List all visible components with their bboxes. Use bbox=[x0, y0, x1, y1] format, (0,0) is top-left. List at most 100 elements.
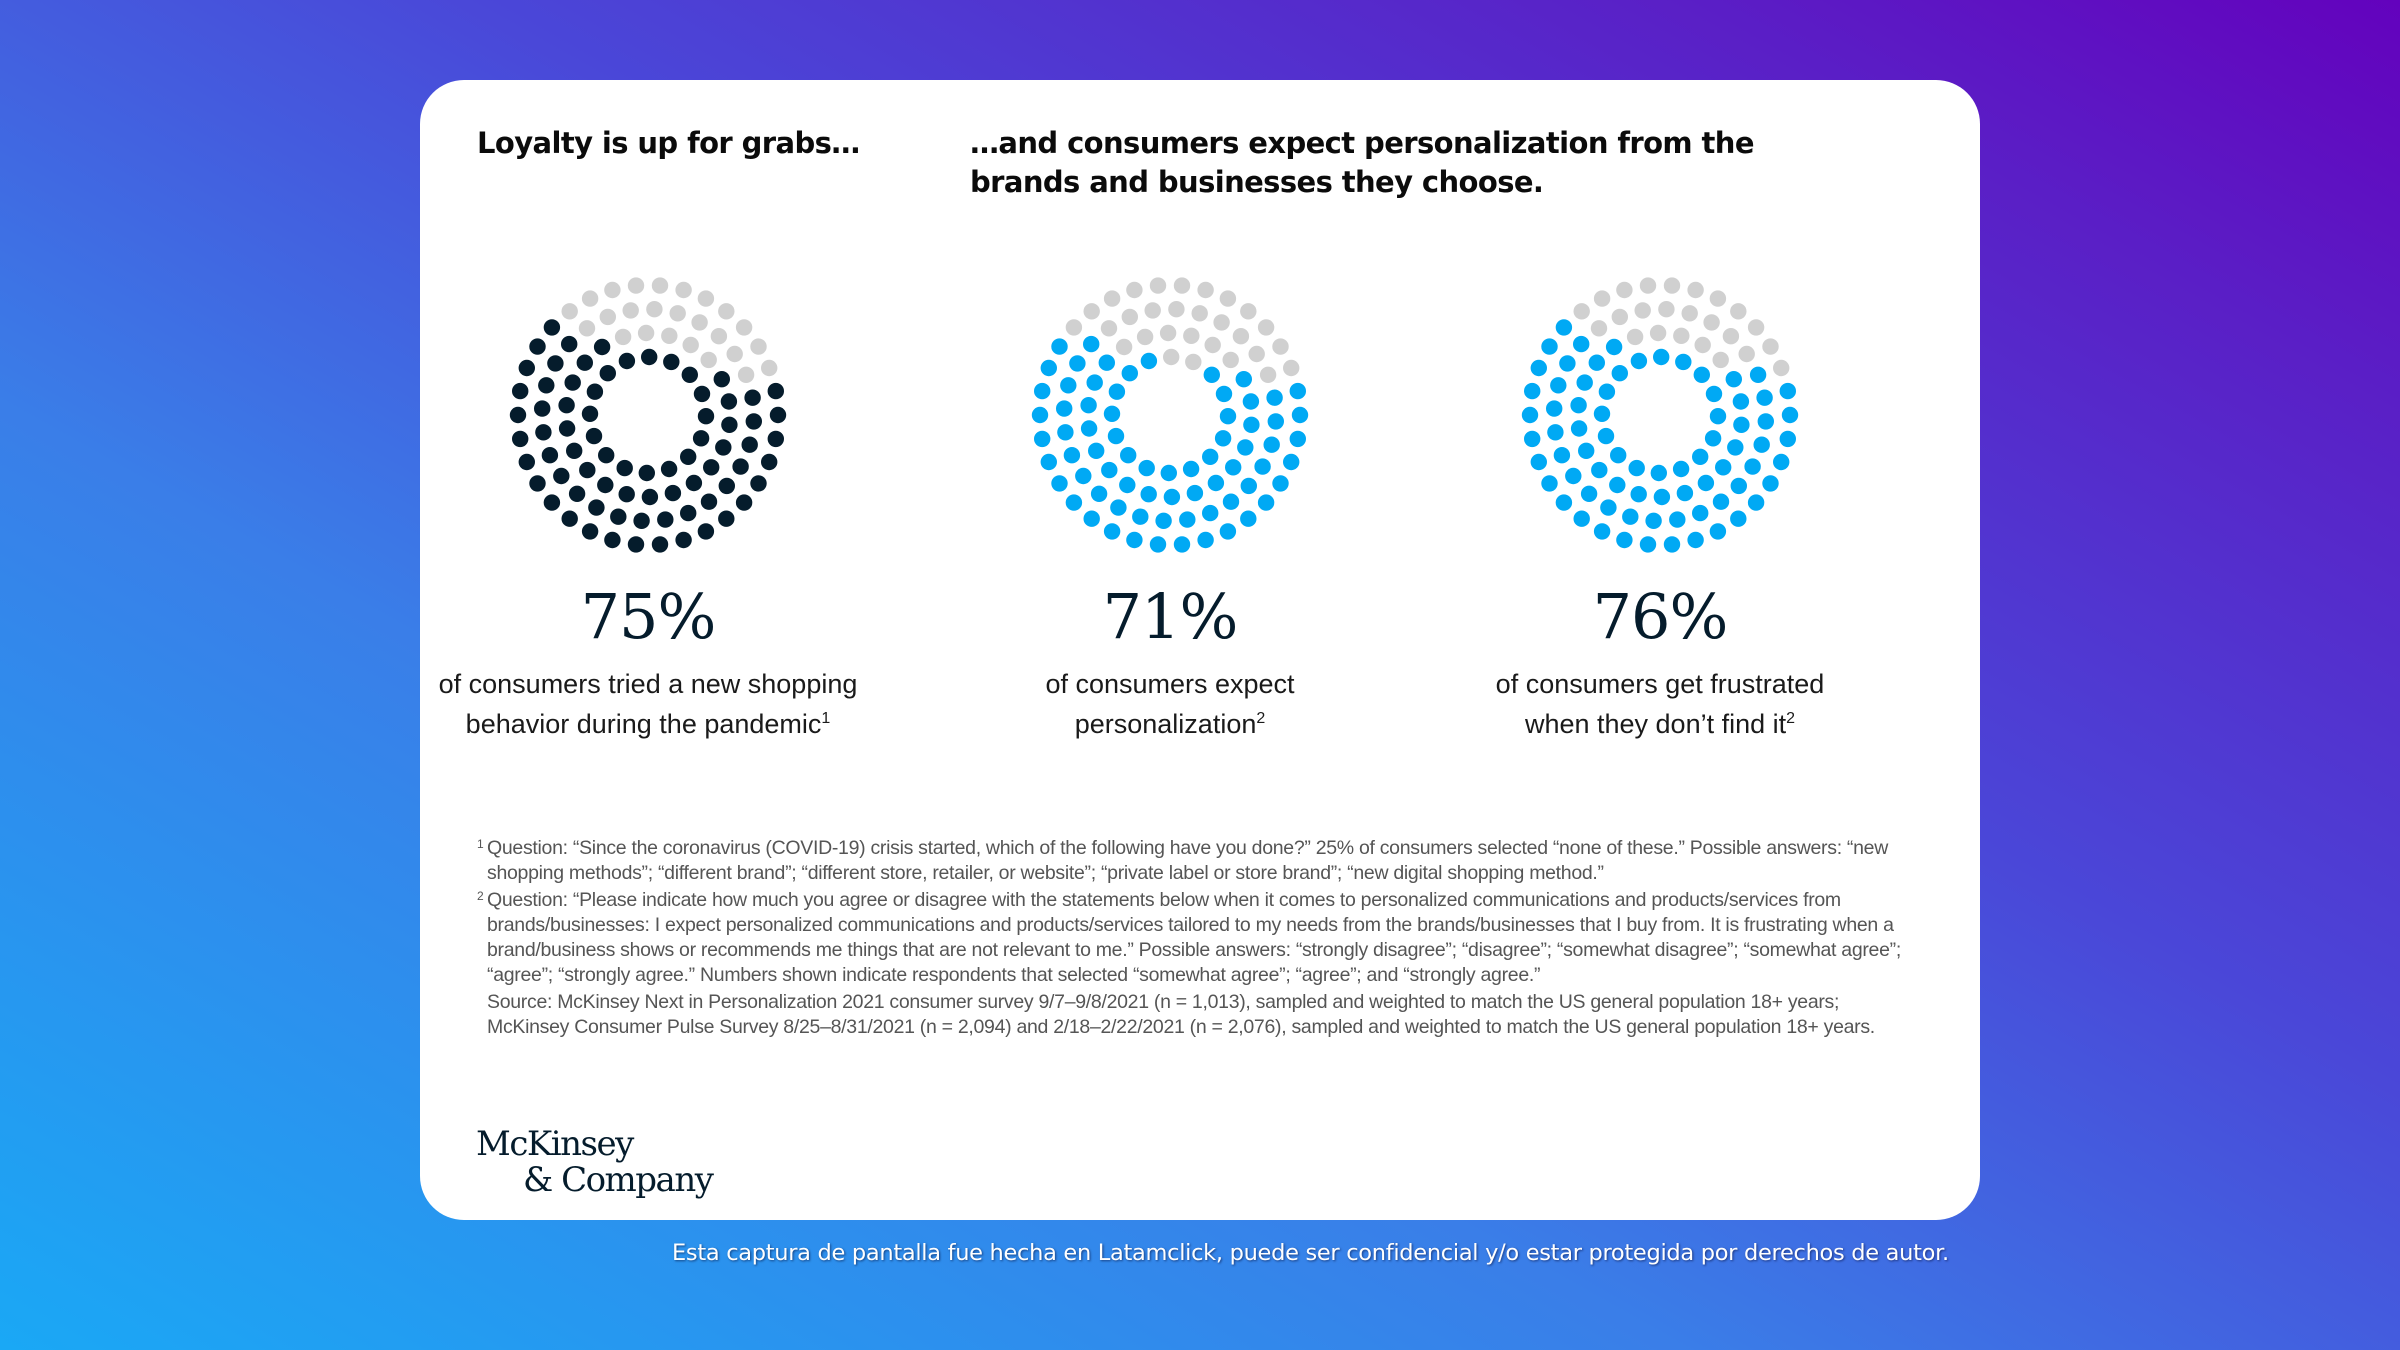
filled-dot bbox=[1650, 464, 1667, 482]
filled-dot bbox=[1756, 389, 1773, 406]
filled-dot bbox=[675, 531, 692, 549]
filled-dot bbox=[1705, 385, 1723, 403]
empty-dot bbox=[1663, 277, 1681, 294]
empty-dot bbox=[1634, 302, 1651, 319]
filled-dot bbox=[1521, 406, 1539, 424]
empty-dot bbox=[661, 327, 678, 344]
filled-dot bbox=[1530, 453, 1547, 471]
filled-dot bbox=[741, 436, 758, 453]
stat-shopping-behavior: 75% of consumers tried a new shopping be… bbox=[428, 270, 868, 744]
filled-dot bbox=[1215, 385, 1233, 403]
filled-dot bbox=[1675, 353, 1692, 371]
footnote-2: 2 Question: “Please indicate how much yo… bbox=[477, 888, 1917, 988]
filled-dot bbox=[1610, 447, 1627, 464]
empty-dot bbox=[646, 301, 663, 318]
filled-dot bbox=[1214, 430, 1232, 447]
filled-dot bbox=[1555, 319, 1573, 336]
filled-dot bbox=[553, 467, 570, 485]
filled-dot bbox=[1083, 335, 1100, 353]
filled-dot bbox=[1080, 397, 1097, 414]
filled-dot bbox=[1687, 531, 1704, 549]
filled-dot bbox=[761, 453, 778, 471]
empty-dot bbox=[1065, 319, 1083, 336]
footnote-mark: 1 bbox=[477, 837, 484, 851]
filled-dot bbox=[1597, 427, 1615, 445]
filled-dot bbox=[1056, 400, 1073, 417]
filled-dot bbox=[1088, 442, 1105, 459]
empty-dot bbox=[1136, 328, 1154, 346]
filled-dot bbox=[1083, 510, 1100, 527]
filled-dot bbox=[1712, 493, 1730, 510]
filled-dot bbox=[767, 382, 784, 400]
filled-dot bbox=[1040, 453, 1057, 471]
filled-dot bbox=[1289, 430, 1306, 448]
filled-dot bbox=[685, 474, 703, 492]
filled-dot bbox=[1040, 359, 1057, 377]
filled-dot bbox=[610, 508, 627, 525]
filled-dot bbox=[1609, 476, 1626, 494]
filled-dot bbox=[1126, 531, 1143, 549]
filled-dot bbox=[1254, 458, 1271, 475]
filled-dot bbox=[1593, 523, 1611, 540]
filled-dot bbox=[1550, 377, 1567, 394]
filled-dot bbox=[1219, 408, 1237, 425]
filled-dot bbox=[1075, 467, 1092, 485]
filled-dot bbox=[1140, 352, 1158, 370]
filled-dot bbox=[1272, 475, 1289, 492]
filled-dot bbox=[1086, 374, 1103, 391]
filled-dot bbox=[616, 459, 633, 477]
footnote-mark: 2 bbox=[477, 889, 484, 903]
empty-dot bbox=[627, 277, 645, 294]
empty-dot bbox=[1272, 338, 1289, 355]
filled-dot bbox=[1588, 354, 1605, 371]
filled-dot bbox=[700, 493, 718, 510]
empty-dot bbox=[1712, 351, 1729, 369]
empty-dot bbox=[761, 359, 778, 377]
stat-percentage: 76% bbox=[1592, 580, 1729, 653]
filled-dot bbox=[1103, 405, 1121, 422]
empty-dot bbox=[1626, 328, 1644, 346]
filled-dot bbox=[1727, 439, 1744, 456]
empty-dot bbox=[1197, 281, 1214, 299]
stat-expect-personalization: 71% of consumers expect personalization2 bbox=[950, 270, 1390, 744]
filled-dot bbox=[1616, 531, 1633, 549]
filled-dot bbox=[579, 461, 596, 479]
empty-dot bbox=[1730, 303, 1747, 320]
filled-dot bbox=[681, 366, 698, 383]
empty-dot bbox=[1126, 281, 1143, 299]
filled-dot bbox=[597, 476, 614, 494]
filled-dot bbox=[1709, 408, 1727, 425]
filled-dot bbox=[1730, 477, 1747, 495]
watermark-notice: Esta captura de pantalla fue hecha en La… bbox=[672, 1240, 1949, 1266]
filled-dot bbox=[593, 338, 611, 356]
filled-dot bbox=[1524, 430, 1541, 448]
filled-dot bbox=[1108, 383, 1126, 400]
filled-dot bbox=[529, 338, 546, 355]
footnote-text: Question: “Please indicate how much you … bbox=[487, 889, 1901, 986]
empty-dot bbox=[726, 345, 743, 363]
filled-dot bbox=[1051, 338, 1068, 355]
filled-dot bbox=[581, 523, 599, 540]
filled-dot bbox=[1672, 460, 1690, 478]
filled-dot bbox=[1598, 383, 1616, 400]
filled-dot bbox=[1576, 374, 1593, 391]
filled-dot bbox=[1080, 420, 1098, 437]
filled-dot bbox=[1555, 494, 1573, 511]
empty-dot bbox=[710, 328, 728, 345]
filled-dot bbox=[1653, 488, 1671, 506]
filled-dot bbox=[576, 354, 593, 371]
empty-dot bbox=[637, 324, 655, 342]
filled-dot bbox=[1669, 511, 1686, 528]
stat-description-text: of consumers expect personalization bbox=[1045, 669, 1295, 739]
filled-dot bbox=[561, 335, 578, 353]
filled-dot bbox=[1725, 371, 1742, 388]
filled-dot bbox=[1593, 405, 1611, 422]
filled-dot bbox=[703, 459, 720, 476]
empty-dot bbox=[1121, 308, 1138, 326]
filled-dot bbox=[1779, 430, 1796, 448]
filled-dot bbox=[543, 494, 561, 511]
empty-dot bbox=[581, 290, 599, 307]
filled-dot bbox=[1628, 459, 1645, 477]
filled-dot bbox=[618, 486, 635, 503]
empty-dot bbox=[1573, 303, 1590, 320]
